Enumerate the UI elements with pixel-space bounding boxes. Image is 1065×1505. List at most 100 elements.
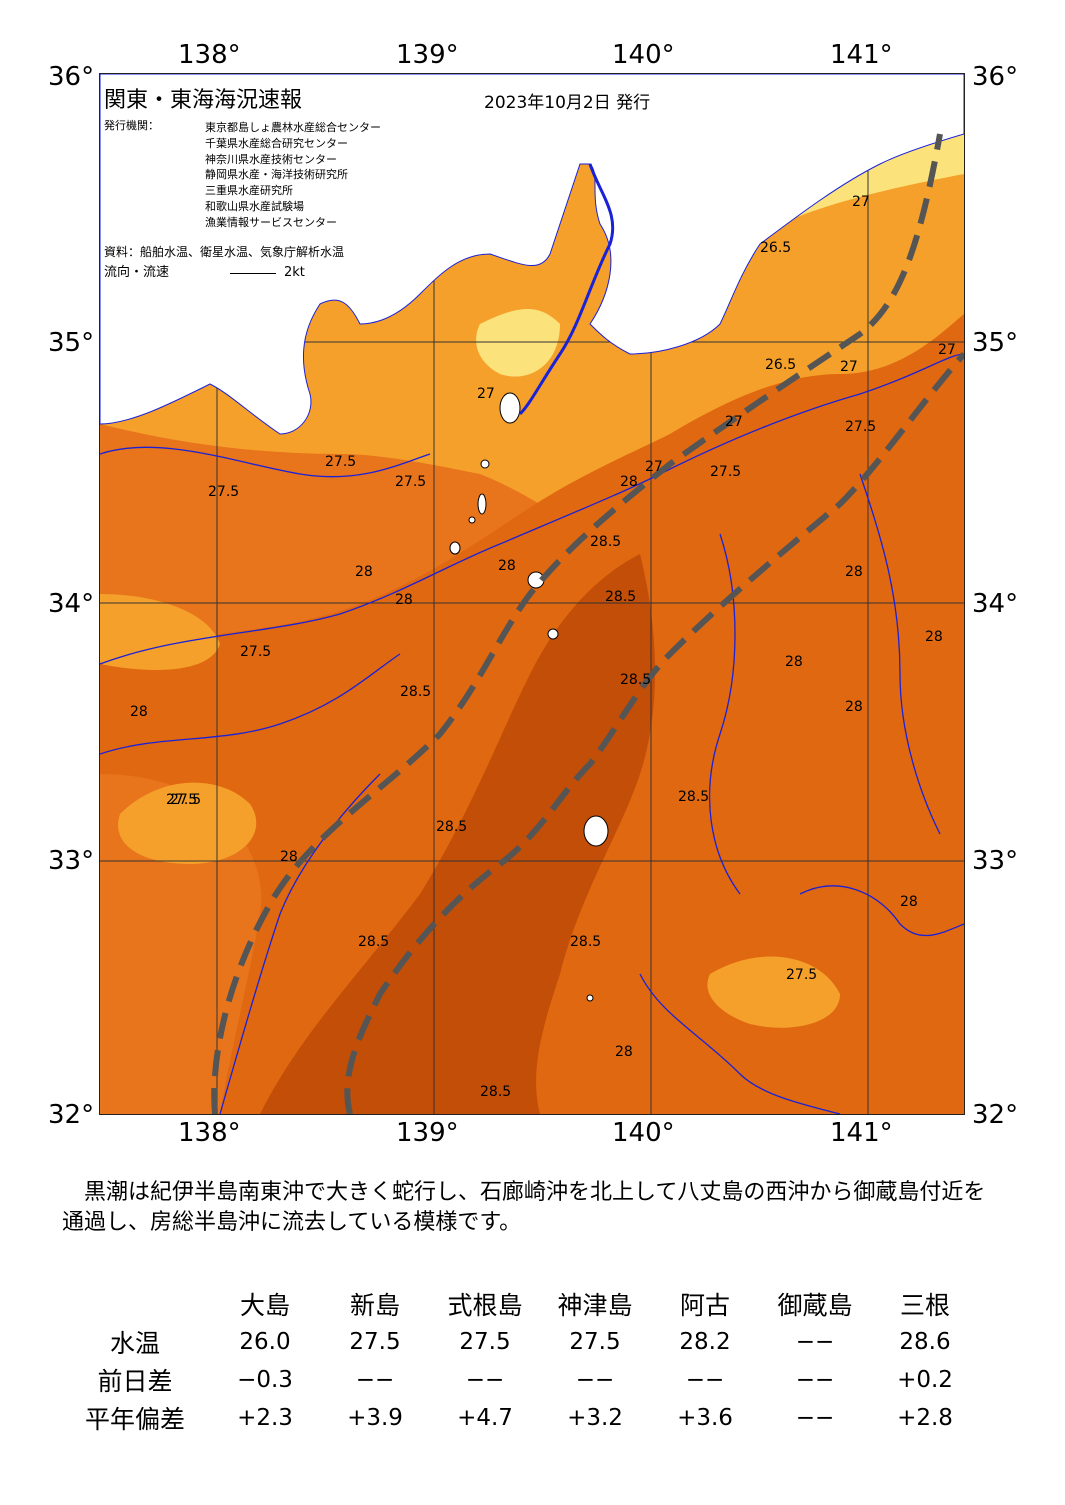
lat-label-32-right: 32° — [972, 1100, 1019, 1130]
isotherm-label: 27 — [645, 459, 663, 475]
isotherm-label: 27.5 — [325, 454, 357, 470]
table-header: 新島 — [349, 1291, 400, 1320]
lon-label-141-top: 141° — [830, 40, 893, 70]
island-aogashima — [586, 994, 594, 1002]
table-cell: −− — [795, 1405, 835, 1431]
isotherm-label: 27.5 — [845, 419, 877, 435]
table-cell: 28.6 — [899, 1329, 951, 1355]
lat-label-34-left: 34° — [48, 589, 95, 619]
table-header: 御蔵島 — [777, 1291, 853, 1320]
lat-label-33-left: 33° — [48, 846, 95, 876]
island-oshima — [499, 392, 521, 424]
isotherm-label: 27.5 — [208, 484, 240, 500]
lat-label-35-right: 35° — [972, 328, 1019, 358]
isotherm-label: 28.5 — [678, 789, 710, 805]
issue-date: 2023年10月2日 発行 — [484, 93, 651, 113]
isotherm-label: 28 — [925, 629, 943, 645]
issuer-label: 発行機関： — [104, 119, 159, 132]
table-cell: +3.9 — [347, 1405, 403, 1431]
table-cell: 27.5 — [569, 1329, 621, 1355]
isotherm-label: 28 — [280, 849, 298, 865]
lat-label-32-left: 32° — [48, 1100, 95, 1130]
table-cell: −− — [795, 1329, 835, 1355]
isotherm-label: 28 — [615, 1044, 633, 1060]
table-row: 平年偏差 +2.3 +3.9 +4.7 +3.2 +3.6 −− +2.8 — [60, 1399, 980, 1437]
isotherm-label: 27.5 — [710, 464, 742, 480]
isotherm-label: 28 — [900, 894, 918, 910]
lon-label-138-top: 138° — [178, 40, 241, 70]
isotherm-label: 26.5 — [765, 357, 797, 373]
table-cell: +2.3 — [237, 1405, 293, 1431]
isotherm-label: 28 — [845, 699, 863, 715]
zone-275-patch-east — [707, 956, 840, 1028]
table-cell: −− — [575, 1367, 615, 1393]
land-honshu — [100, 74, 964, 435]
table-header-row: 大島 新島 式根島 神津島 阿古 御蔵島 三根 — [60, 1285, 980, 1323]
isotherm-label: 27 — [840, 359, 858, 375]
issuer-item: 静岡県水産・海洋技術研究所 — [205, 168, 348, 182]
island-shikinejima — [468, 516, 476, 524]
row-label: 水温 — [109, 1329, 160, 1358]
table-cell: +2.8 — [897, 1405, 953, 1431]
table-cell: +3.6 — [677, 1405, 733, 1431]
zone-gt-285 — [260, 554, 655, 1114]
isotherm-label: 27.5 — [786, 967, 818, 983]
island-hachijojima — [583, 815, 609, 847]
isotherm-label: 27 — [938, 342, 956, 358]
map-graphics — [100, 74, 964, 1114]
table-row: 前日差 −0.3 −− −− −− −− −− +0.2 — [60, 1361, 980, 1399]
table-cell: −− — [685, 1367, 725, 1393]
table-header: 神津島 — [557, 1291, 633, 1320]
lat-label-35-left: 35° — [48, 328, 95, 358]
lat-label-36-right: 36° — [972, 62, 1019, 92]
zone-lt-27-coast — [476, 309, 560, 377]
isotherm-label: 28 — [620, 474, 638, 490]
issuer-item: 東京都島しょ農林水産総合センター — [205, 121, 381, 134]
isotherm-label: 28.5 — [436, 819, 468, 835]
sea-temperature-map: 27 27 27 27 27 27 26.5 26.5 27.5 27.5 27… — [99, 73, 965, 1115]
table-cell: +0.2 — [897, 1367, 953, 1393]
lon-label-139-top: 139° — [396, 40, 459, 70]
table-cell: +4.7 — [457, 1405, 513, 1431]
issuer-item: 三重県水産研究所 — [205, 184, 293, 198]
isotherm-label: 28 — [395, 592, 413, 608]
lon-label-140-bottom: 140° — [612, 1118, 675, 1148]
table-cell: −− — [355, 1367, 395, 1393]
island-kozushima — [449, 541, 461, 555]
table-cell: −− — [795, 1367, 835, 1393]
lon-label-138-bottom: 138° — [178, 1118, 241, 1148]
isotherm-label: 28.5 — [570, 934, 602, 950]
island-niijima — [477, 493, 487, 515]
issuer-item: 千葉県水産総合研究センター — [205, 136, 348, 150]
isotherms — [100, 353, 964, 1114]
lat-label-36-left: 36° — [48, 62, 95, 92]
table-cell: 27.5 — [349, 1329, 401, 1355]
issuer-item: 和歌山県水産試験場 — [205, 199, 304, 213]
table-row: 水温 26.0 27.5 27.5 27.5 28.2 −− 28.6 — [60, 1323, 980, 1361]
flow-legend-label: 流向・流速 — [104, 265, 170, 280]
island-mikurajima — [547, 628, 559, 640]
isotherm-label: 28.5 — [590, 534, 622, 550]
issuer-list: 東京都島しょ農林水産総合センター 千葉県水産総合研究センター 神奈川県水産技術セ… — [205, 120, 381, 231]
summary-text: 黒潮は紀伊半島南東沖で大きく蛇行し、石廊崎沖を北上して八丈島の西沖から御蔵島付近… — [62, 1180, 986, 1235]
table-cell: 28.2 — [679, 1329, 731, 1355]
lon-label-139-bottom: 139° — [396, 1118, 459, 1148]
kuroshio-axis — [211, 133, 964, 1114]
isotherm-label: 28 — [498, 558, 516, 574]
isotherm-label: 28 — [130, 704, 148, 720]
data-source: 資料：船舶水温、衛星水温、気象庁解析水温 — [104, 245, 345, 259]
zone-275-patch-midwest — [100, 594, 220, 670]
graticule — [100, 74, 964, 1114]
table-header: 式根島 — [447, 1291, 523, 1320]
table-header: 三根 — [899, 1291, 950, 1320]
zone-275-patch-west — [118, 782, 257, 864]
flow-legend-scale: 2kt — [284, 265, 305, 280]
isotherm-label: 27 — [852, 194, 870, 210]
issuer-item: 漁業情報サービスセンター — [205, 215, 337, 229]
isotherm-label: 28 — [845, 564, 863, 580]
flow-legend-arrow — [230, 273, 276, 274]
lon-label-140-top: 140° — [612, 40, 675, 70]
isotherm-label: 28.5 — [620, 672, 652, 688]
lon-label-141-bottom: 141° — [830, 1118, 893, 1148]
isotherm-label: 28.5 — [605, 589, 637, 605]
